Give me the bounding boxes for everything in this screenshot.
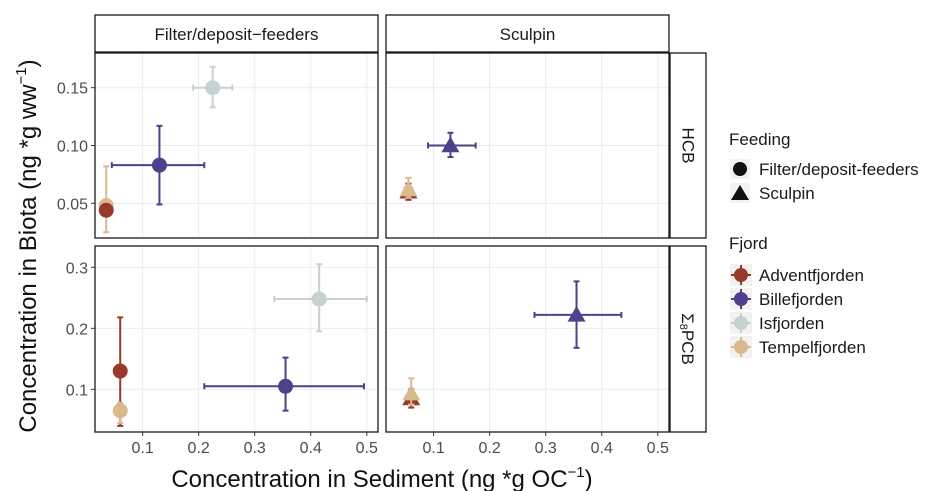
x-tick-label: 0.3: [244, 440, 266, 457]
legend-key-circle: [734, 316, 748, 330]
legend-key-adventfjorden: [730, 264, 752, 286]
data-point-tempelfjorden: [402, 377, 421, 406]
x-tick-label: 0.5: [647, 440, 669, 457]
panel-pcb-sculpin: [385, 245, 670, 433]
triangle-marker: [402, 384, 421, 401]
data-point-billefjorden: [533, 280, 623, 349]
legend: Feeding Filter/deposit-feeders Sculpin Fjor…: [729, 130, 919, 358]
x-axis-sculpin: 0.1 0.2 0.3 0.4 0.5: [423, 432, 669, 457]
y-tick-label: 0.05: [57, 196, 88, 213]
row-strip-label: Σ8PCB: [677, 313, 698, 365]
legend-key-tempelfjorden: [730, 336, 752, 358]
panel-hcb-sculpin: [385, 52, 670, 239]
y-axis-pcb: 0.1 0.2 0.3: [66, 260, 95, 399]
circle-marker: [151, 157, 167, 173]
row-strip-hcb: HCB: [669, 52, 707, 239]
data-point-isfjorden: [192, 65, 234, 109]
legend-key-circle: [730, 159, 750, 179]
x-tick-label: 0.4: [591, 440, 613, 457]
triangle-marker: [399, 180, 418, 197]
legend-key-isfjorden: [730, 312, 752, 334]
row-strip-label: HCB: [679, 128, 698, 164]
panel-background: [386, 246, 669, 432]
legend-key-triangle: [730, 183, 750, 203]
legend-key-billefjorden: [730, 288, 752, 310]
data-point-billefjorden: [427, 131, 477, 159]
row-strip-pcb: Σ8PCB: [669, 245, 707, 433]
legend-key-circle: [734, 340, 748, 354]
legend-key-circle: [734, 268, 748, 282]
x-tick-label: 0.2: [479, 440, 501, 457]
x-axis-title: Concentration in Sediment (ng *g OC−1): [171, 464, 592, 491]
row-strip-background: [669, 52, 707, 239]
x-tick-label: 0.5: [356, 440, 378, 457]
column-strip-label: Sculpin: [500, 25, 556, 44]
x-axis-filter: 0.1 0.2 0.3 0.4 0.5: [132, 432, 378, 457]
y-tick-label: 0.1: [66, 382, 88, 399]
panel-hcb-filter: [94, 52, 379, 239]
legend-label: Adventfjorden: [759, 266, 864, 285]
circle-marker: [311, 291, 327, 307]
data-point-tempelfjorden: [112, 401, 128, 424]
column-strip-background: [94, 14, 379, 53]
panel-background: [95, 246, 378, 432]
legend-title-feeding: Feeding: [729, 130, 790, 149]
data-point-tempelfjorden: [399, 176, 418, 199]
legend-label: Billefjorden: [759, 290, 843, 309]
x-tick-label: 0.2: [188, 440, 210, 457]
y-tick-label: 0.15: [57, 81, 88, 98]
legend-label: Sculpin: [759, 184, 815, 203]
row-strip-background: [669, 245, 707, 433]
legend-label: Tempelfjorden: [759, 338, 866, 357]
column-strip-filter: Filter/deposit−feeders: [94, 14, 379, 53]
legend-title-fjord: Fjord: [729, 234, 768, 253]
column-strip-label: Filter/deposit−feeders: [155, 25, 319, 44]
y-axis-title: Concentration in Biota (ng *g ww−1): [13, 59, 42, 432]
triangle-icon: [731, 185, 749, 200]
data-point-adventfjorden: [98, 202, 114, 218]
y-tick-label: 0.10: [57, 139, 88, 156]
y-tick-label: 0.2: [66, 321, 88, 338]
circle-marker: [98, 202, 114, 218]
data-point-isfjorden: [273, 263, 368, 333]
x-tick-label: 0.3: [535, 440, 557, 457]
panel-pcb-filter: [94, 245, 379, 433]
circle-marker: [205, 80, 221, 96]
panel-border: [94, 245, 379, 433]
triangle-marker: [567, 305, 586, 322]
circle-marker: [112, 403, 128, 419]
data-point-billefjorden: [203, 356, 365, 412]
data-point-billefjorden: [110, 124, 206, 206]
legend-label: Filter/deposit-feeders: [759, 160, 919, 179]
legend-label: Isfjorden: [759, 314, 824, 333]
x-tick-label: 0.4: [300, 440, 322, 457]
column-strip-background: [385, 14, 670, 53]
circle-marker: [112, 363, 128, 379]
panel-border: [385, 245, 670, 433]
x-tick-label: 0.1: [132, 440, 154, 457]
y-tick-label: 0.3: [66, 260, 88, 277]
circle-marker: [278, 378, 294, 394]
y-axis-hcb: 0.05 0.10 0.15: [57, 81, 95, 213]
legend-key-circle: [734, 292, 748, 306]
panel-border: [385, 52, 670, 239]
x-tick-label: 0.1: [423, 440, 445, 457]
circle-icon: [733, 162, 747, 176]
column-strip-sculpin: Sculpin: [385, 14, 670, 53]
triangle-marker: [441, 136, 460, 153]
